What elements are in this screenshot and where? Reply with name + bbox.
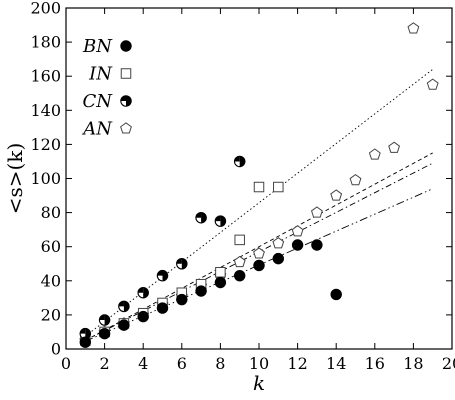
point-bn [195, 285, 207, 297]
y-tick-label: 80 [41, 203, 61, 222]
y-tick-label: 180 [30, 33, 61, 52]
fit-lines [85, 69, 433, 342]
x-tick-label: 0 [61, 354, 71, 373]
point-cn [195, 211, 207, 224]
point-bn [272, 252, 284, 265]
legend-label: CN [82, 91, 113, 112]
point-bn [156, 302, 169, 314]
point-cn [137, 286, 149, 299]
y-tick-label: 60 [41, 237, 61, 256]
y-tick-label: 20 [41, 305, 61, 324]
y-tick-label: 100 [30, 169, 61, 188]
point-an [330, 189, 343, 201]
point-an [253, 247, 265, 259]
point-bn [176, 293, 188, 306]
x-tick-label: 14 [326, 354, 346, 373]
fit-line-cn [85, 69, 433, 337]
point-cn [233, 155, 246, 168]
point-bn [291, 239, 304, 251]
series-cn [79, 155, 246, 340]
legend-marker-in [120, 68, 132, 79]
point-an [310, 206, 323, 218]
point-an [233, 255, 246, 268]
legend-marker-bn [120, 40, 132, 52]
y-axis-label: <s>(k) [3, 143, 27, 215]
x-tick-label: 16 [365, 354, 385, 373]
y-tick-label: 140 [30, 101, 61, 120]
x-tick-label: 8 [215, 354, 225, 373]
x-tick-label: 2 [100, 354, 110, 373]
point-an [426, 78, 439, 90]
legend: BN IN CN AN [81, 36, 132, 140]
x-tick-label: 10 [249, 354, 269, 373]
legend-item-an: AN [81, 119, 132, 140]
point-bn [214, 276, 227, 289]
legend-marker-cn [120, 95, 132, 107]
point-bn [234, 269, 246, 282]
axis-ticks: 0246810121416182002040608010012014016018… [30, 0, 455, 373]
point-cn [118, 300, 130, 313]
y-tick-label: 120 [30, 135, 61, 154]
point-cn [214, 215, 227, 227]
data-points [79, 22, 439, 348]
legend-label: IN [88, 64, 113, 85]
point-cn [79, 327, 92, 340]
x-tick-label: 18 [403, 354, 423, 373]
point-bn [118, 319, 130, 331]
legend-label: BN [82, 36, 113, 57]
legend-item-cn: CN [82, 91, 132, 112]
point-an [368, 148, 381, 160]
point-an [349, 173, 362, 186]
point-bn [253, 259, 265, 272]
x-tick-label: 6 [177, 354, 187, 373]
y-tick-label: 0 [51, 340, 61, 359]
legend-item-bn: BN [82, 36, 132, 57]
point-bn [137, 310, 149, 323]
legend-item-in: IN [88, 64, 132, 85]
point-an [291, 225, 304, 237]
point-in [234, 234, 245, 246]
point-in [215, 267, 226, 278]
point-an [272, 237, 285, 249]
point-cn [156, 269, 169, 282]
fit-line-an [85, 152, 433, 341]
y-tick-label: 160 [30, 67, 61, 86]
point-an [388, 141, 401, 153]
y-tick-label: 200 [30, 0, 61, 18]
point-bn [330, 288, 342, 301]
point-bn [98, 327, 111, 340]
series-bn [79, 239, 342, 348]
x-tick-label: 4 [138, 354, 148, 373]
point-in [273, 181, 284, 193]
point-cn [176, 257, 188, 270]
x-tick-label: 20 [442, 354, 455, 373]
legend-label: AN [81, 119, 113, 140]
fit-line-in [85, 162, 433, 341]
x-axis-label: k [253, 371, 265, 395]
point-an [407, 22, 420, 34]
plot-frame [65, 7, 453, 350]
point-bn [79, 336, 92, 348]
legend-marker-an [120, 122, 132, 134]
point-cn [98, 314, 111, 326]
y-tick-label: 40 [41, 271, 61, 290]
point-bn [311, 239, 323, 251]
point-in [253, 181, 265, 193]
x-tick-label: 12 [287, 354, 307, 373]
